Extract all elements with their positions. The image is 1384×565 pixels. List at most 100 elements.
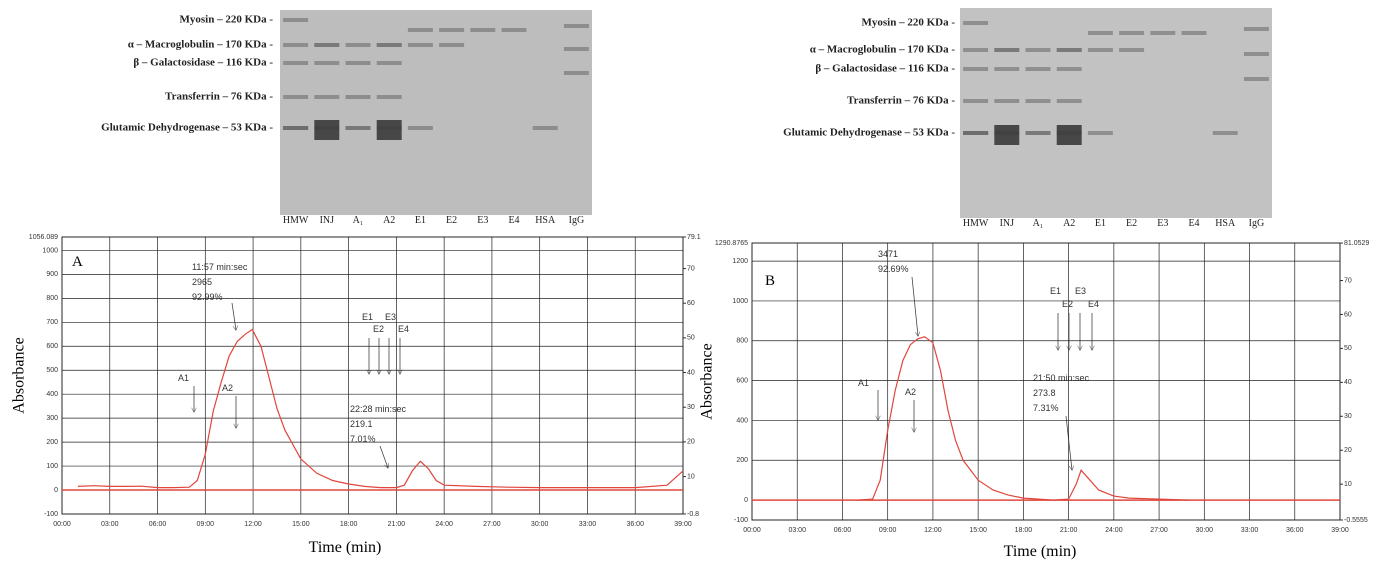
lane-label: E3 (1157, 218, 1168, 229)
annotation: 92.69% (878, 264, 909, 274)
gel-band (1025, 131, 1051, 135)
y2-tick-label: -0.5555 (1344, 517, 1368, 524)
lane-label: INJ (320, 215, 335, 226)
annotation: E2 (1062, 299, 1073, 309)
y-axis-label: Absorbance (699, 343, 716, 419)
y2-tick-label: 79.1 (687, 234, 701, 241)
y2-tick-label: 40 (1344, 379, 1352, 386)
y-tick-label: 100 (46, 463, 58, 470)
annotation: E1 (362, 312, 373, 322)
y-tick-label: 1000 (732, 298, 748, 305)
annotation: E1 (1050, 286, 1061, 296)
trace (857, 336, 1190, 501)
gel-band (1056, 125, 1082, 145)
annotation: E4 (398, 324, 409, 334)
gel-band (470, 28, 496, 32)
lane-label: HMW (963, 218, 989, 229)
y-tick-label: 0 (744, 497, 748, 504)
lane-label: E1 (1095, 218, 1106, 229)
y2-tick-label: 20 (687, 439, 695, 446)
lane-label: E3 (477, 215, 488, 226)
x-tick-label: 21:00 (388, 521, 406, 528)
gel-band (1025, 67, 1051, 71)
y2-tick-label: 60 (1344, 311, 1352, 318)
lane-label: A2 (1063, 218, 1075, 229)
y-tick-label: 900 (46, 271, 58, 278)
lane-label: E2 (1126, 218, 1137, 229)
gel-band (1150, 31, 1176, 35)
x-tick-label: 18:00 (1015, 527, 1033, 534)
y-tick-label: 200 (736, 457, 748, 464)
gel-band (1025, 48, 1051, 52)
gel-band (963, 131, 989, 135)
gel-band (283, 126, 309, 130)
x-tick-label: 27:00 (483, 521, 501, 528)
gel-band (1087, 48, 1113, 52)
x-tick-label: 03:00 (788, 527, 806, 534)
y2-tick-label: 50 (1344, 345, 1352, 352)
annotation: 2965 (192, 277, 212, 287)
gel-band (1119, 31, 1145, 35)
marker-label: Glutamic Dehydrogenase – 53 KDa - (101, 122, 273, 134)
lane-label: HSA (1215, 218, 1236, 229)
annotation: 21:50 min:sec (1033, 373, 1090, 383)
y2-tick-label: 10 (687, 473, 695, 480)
x-axis-label: Time (min) (1004, 543, 1077, 560)
x-tick-label: 12:00 (924, 527, 942, 534)
panel-label: B (765, 273, 775, 289)
y2-tick-label: 30 (687, 404, 695, 411)
gel-band (994, 67, 1020, 71)
lane-label: E2 (446, 215, 457, 226)
y-tick-label: 600 (46, 343, 58, 350)
gel-band (314, 95, 340, 99)
annotation: 219.1 (350, 419, 373, 429)
y2-tick-label: 10 (1344, 481, 1352, 488)
y2-tick-label: 81.0529 (1344, 240, 1369, 247)
marker-label: β – Galactosidase – 116 KDa - (133, 57, 273, 69)
annotation: E2 (373, 324, 384, 334)
annotation: 11:57 min:sec (192, 262, 248, 272)
x-tick-label: 24:00 (435, 521, 453, 528)
x-tick-label: 15:00 (292, 521, 310, 528)
x-tick-label: 27:00 (1150, 527, 1168, 534)
arrows (1058, 313, 1092, 350)
gel-band (407, 43, 433, 47)
marker-label: Transferrin – 76 KDa - (165, 91, 273, 103)
annotation: 7.31% (1033, 403, 1059, 413)
x-tick-label: 03:00 (101, 521, 119, 528)
panel-label: A (72, 254, 83, 270)
gel-band (345, 61, 371, 65)
y-tick-label: 200 (46, 439, 58, 446)
gel-band (314, 43, 340, 47)
y-tick-label: 0 (54, 487, 58, 494)
annotation: 7.01% (350, 434, 376, 444)
y-tick-label: 1000 (42, 247, 58, 254)
x-tick-label: 33:00 (579, 521, 597, 528)
marker-label: Myosin – 220 KDa - (180, 14, 274, 26)
arrow (911, 276, 918, 336)
gel-band (994, 48, 1020, 52)
x-tick-label: 12:00 (244, 521, 262, 528)
annotation: 92.99% (192, 292, 223, 302)
gel-band (1025, 99, 1051, 103)
x-tick-label: 24:00 (1105, 527, 1123, 534)
x-tick-label: 15:00 (969, 527, 987, 534)
x-tick-label: 39:00 (1331, 527, 1349, 534)
annotation: A1 (178, 373, 189, 383)
gel-band (314, 61, 340, 65)
gel-band (532, 126, 558, 130)
annotation: A2 (222, 383, 233, 393)
x-tick-label: 30:00 (1196, 527, 1214, 534)
y-tick-label: 400 (46, 391, 58, 398)
gel-band (1087, 31, 1113, 35)
x-tick-label: 33:00 (1241, 527, 1259, 534)
y2-tick-label: -0.8 (687, 511, 699, 518)
gel-band (314, 120, 340, 140)
gel-band (963, 48, 989, 52)
gel-band (283, 61, 309, 65)
gel-band (283, 18, 309, 22)
annotation: 273.8 (1033, 388, 1056, 398)
y2-tick-label: 70 (687, 265, 695, 272)
marker-label: Transferrin – 76 KDa - (847, 95, 955, 107)
